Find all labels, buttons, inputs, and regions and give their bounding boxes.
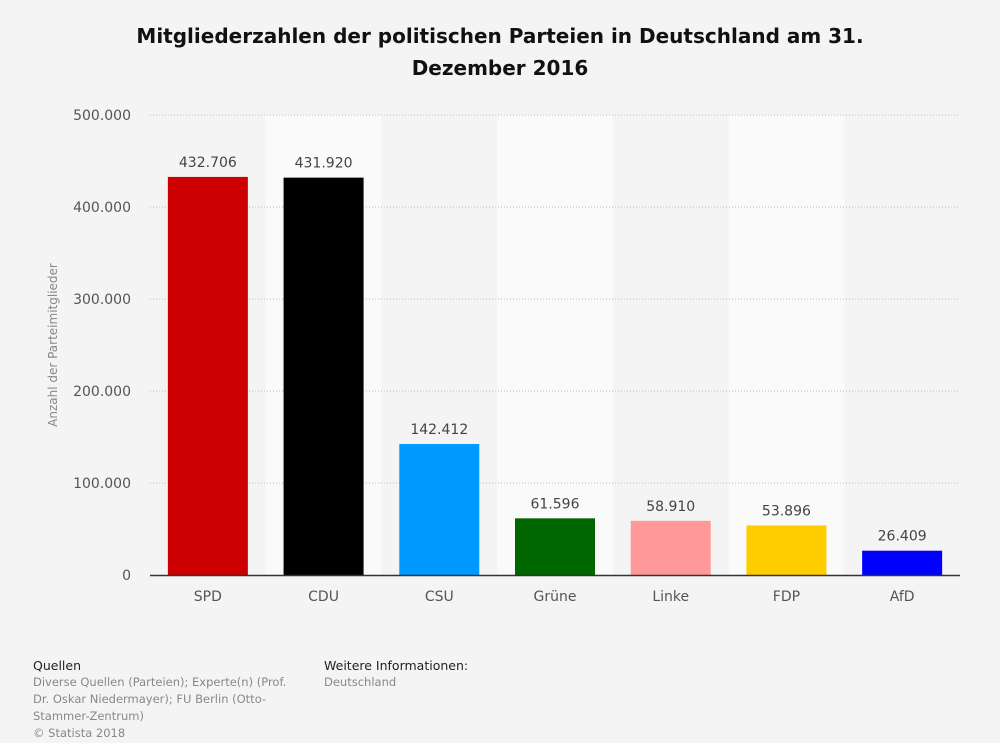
y-tick-label: 400.000	[73, 200, 131, 216]
info-heading[interactable]: Weitere Informationen:	[324, 658, 469, 673]
sources-line: Diverse Quellen (Parteien); Experte(n) (…	[33, 675, 287, 689]
y-tick-label: 300.000	[73, 292, 131, 308]
data-label: 61.596	[531, 496, 580, 512]
sources-block: Quellen Diverse Quellen (Parteien); Expe…	[33, 657, 286, 742]
column-band	[497, 115, 613, 575]
x-tick-label: Grüne	[534, 589, 577, 605]
bar-spd	[167, 176, 248, 576]
data-label: 58.910	[646, 499, 695, 515]
x-tick-label: CSU	[425, 589, 454, 605]
sources-line: Stammer-Zentrum)	[33, 709, 144, 723]
info-text: Deutschland	[324, 675, 397, 689]
bar-fdp	[746, 525, 827, 575]
column-band	[728, 115, 845, 575]
chart-title: Mitgliederzahlen der politischen Parteie…	[136, 24, 864, 80]
x-tick-label: Linke	[652, 589, 689, 605]
info-block: Weitere Informationen: Deutschland	[324, 657, 468, 691]
y-tick-label: 500.000	[73, 108, 131, 124]
data-label: 431.920	[295, 156, 353, 172]
y-tick-label: 0	[122, 568, 131, 584]
y-axis-label: Anzahl der Parteimitglieder	[46, 263, 60, 427]
x-tick-label: SPD	[194, 589, 222, 605]
data-label: 26.409	[878, 529, 927, 545]
sources-heading: Quellen	[33, 658, 82, 673]
data-label: 142.412	[410, 422, 468, 438]
bar-cdu	[283, 177, 364, 575]
bar-linke	[630, 520, 711, 575]
copyright: © Statista 2018	[33, 726, 126, 740]
y-tick-label: 200.000	[73, 384, 131, 400]
bar-csu	[399, 443, 480, 575]
x-tick-label: CDU	[308, 589, 339, 605]
y-tick-label: 100.000	[73, 476, 131, 492]
bar-afd	[862, 550, 943, 575]
data-label: 53.896	[762, 503, 811, 519]
data-label: 432.706	[179, 155, 237, 171]
bar-grüne	[515, 518, 595, 575]
sources-line: Dr. Oskar Niedermayer); FU Berlin (Otto-	[33, 692, 267, 706]
x-tick-label: FDP	[773, 589, 800, 605]
x-tick-label: AfD	[890, 589, 915, 605]
